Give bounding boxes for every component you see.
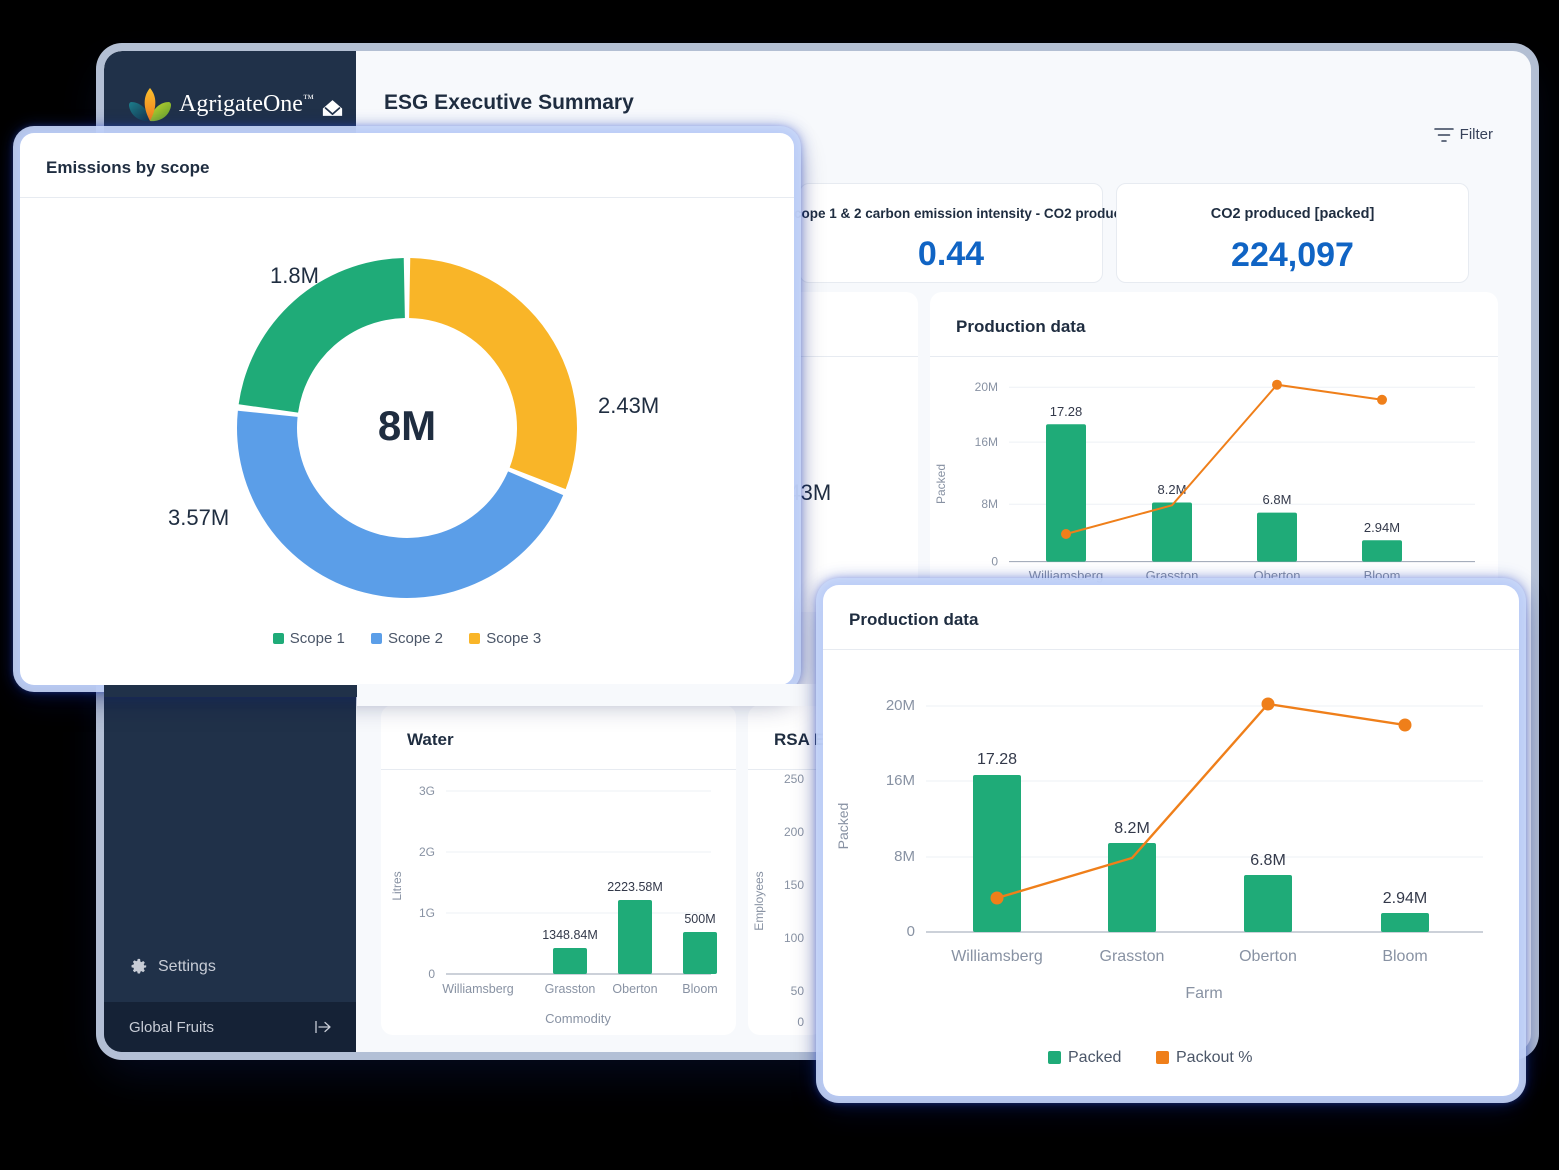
svg-text:8M: 8M [894, 848, 915, 865]
svg-text:Packed: Packed [835, 803, 851, 850]
svg-text:Williamsberg: Williamsberg [951, 948, 1043, 965]
svg-text:0: 0 [907, 923, 915, 940]
svg-text:Packout %: Packout % [1176, 1049, 1252, 1066]
svg-text:Grasston: Grasston [545, 982, 596, 996]
svg-text:17.28: 17.28 [977, 751, 1017, 768]
svg-text:6.8M: 6.8M [1263, 492, 1292, 507]
svg-text:Bloom: Bloom [682, 982, 717, 996]
svg-text:200: 200 [784, 825, 804, 839]
svg-text:Litres: Litres [390, 871, 404, 900]
svg-text:16M: 16M [886, 772, 915, 789]
svg-text:3G: 3G [419, 784, 435, 798]
svg-text:2G: 2G [419, 845, 435, 859]
svg-text:Packed: Packed [934, 464, 948, 504]
svg-text:50: 50 [791, 984, 805, 998]
svg-text:6.8M: 6.8M [1250, 852, 1286, 869]
svg-text:0: 0 [991, 554, 998, 568]
svg-text:150: 150 [784, 878, 804, 892]
svg-text:Farm: Farm [1185, 985, 1222, 1002]
svg-text:Oberton: Oberton [612, 982, 657, 996]
svg-text:Packed: Packed [1068, 1049, 1121, 1066]
svg-text:Bloom: Bloom [1364, 568, 1401, 583]
svg-text:Employees: Employees [752, 871, 766, 930]
svg-text:16M: 16M [975, 435, 998, 449]
svg-text:Williamsberg: Williamsberg [1029, 568, 1103, 583]
svg-text:Bloom: Bloom [1382, 948, 1427, 965]
svg-text:20M: 20M [975, 380, 998, 394]
svg-text:250: 250 [784, 772, 804, 786]
svg-text:Williamsberg: Williamsberg [442, 982, 514, 996]
svg-text:500M: 500M [684, 912, 715, 926]
svg-text:8M: 8M [981, 497, 998, 511]
svg-text:Grasston: Grasston [1146, 568, 1199, 583]
svg-text:8M: 8M [378, 402, 436, 449]
svg-text:1348.84M: 1348.84M [542, 928, 598, 942]
svg-text:Oberton: Oberton [1254, 568, 1301, 583]
svg-text:Oberton: Oberton [1239, 948, 1297, 965]
svg-text:0: 0 [797, 1015, 804, 1029]
svg-text:2223.58M: 2223.58M [607, 880, 663, 894]
svg-text:2.94M: 2.94M [1364, 520, 1400, 535]
svg-text:20M: 20M [886, 697, 915, 714]
svg-text:1G: 1G [419, 906, 435, 920]
svg-text:0: 0 [428, 967, 435, 981]
svg-text:100: 100 [784, 931, 804, 945]
svg-text:2.94M: 2.94M [1383, 890, 1427, 907]
svg-text:17.28: 17.28 [1050, 404, 1083, 419]
svg-text:8.2M: 8.2M [1114, 820, 1150, 837]
svg-text:Commodity: Commodity [545, 1011, 611, 1026]
svg-text:Grasston: Grasston [1100, 948, 1165, 965]
